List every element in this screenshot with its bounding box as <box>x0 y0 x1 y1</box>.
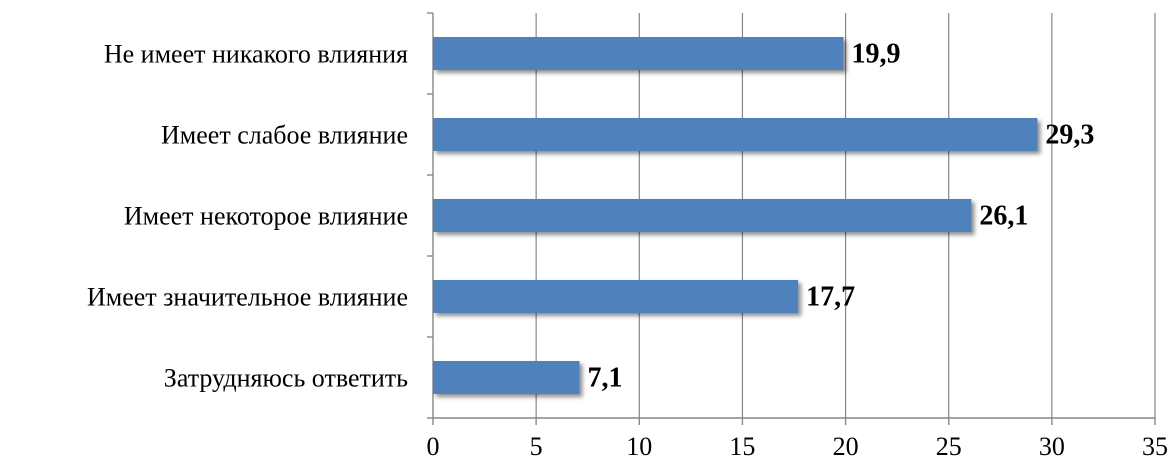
x-tick-label-15: 15 <box>729 432 755 461</box>
category-label-1: Не имеет никакого влияния <box>104 40 408 69</box>
x-tick-label-5: 5 <box>530 432 543 461</box>
category-label-4: Имеет значительное влияние <box>87 283 408 312</box>
bars <box>433 37 1038 394</box>
value-label-5: 7,1 <box>587 363 622 394</box>
x-tick-label-0: 0 <box>427 432 440 461</box>
bar-2 <box>433 118 1038 151</box>
bar-3 <box>433 199 972 232</box>
x-tick-label-20: 20 <box>833 432 859 461</box>
bar-4 <box>433 280 799 313</box>
value-label-2: 29,3 <box>1045 120 1094 151</box>
value-label-3: 26,1 <box>979 201 1028 232</box>
value-label-4: 17,7 <box>806 282 855 313</box>
category-label-5: Затрудняюсь ответить <box>164 364 408 393</box>
category-label-3: Имеет некоторое влияние <box>124 202 408 231</box>
labels: 0 5 10 15 20 25 30 35 Не имеет никакого влияния 1… <box>87 39 1168 462</box>
bar-1 <box>433 37 844 70</box>
value-label-1: 19,9 <box>852 39 901 70</box>
x-tick-label-25: 25 <box>936 432 962 461</box>
x-tick-label-35: 35 <box>1142 432 1168 461</box>
category-label-2: Имеет слабое влияние <box>161 121 408 150</box>
x-tick-label-30: 30 <box>1039 432 1065 461</box>
x-tick-label-10: 10 <box>626 432 652 461</box>
bar-5 <box>433 361 580 394</box>
axes <box>427 12 1156 425</box>
